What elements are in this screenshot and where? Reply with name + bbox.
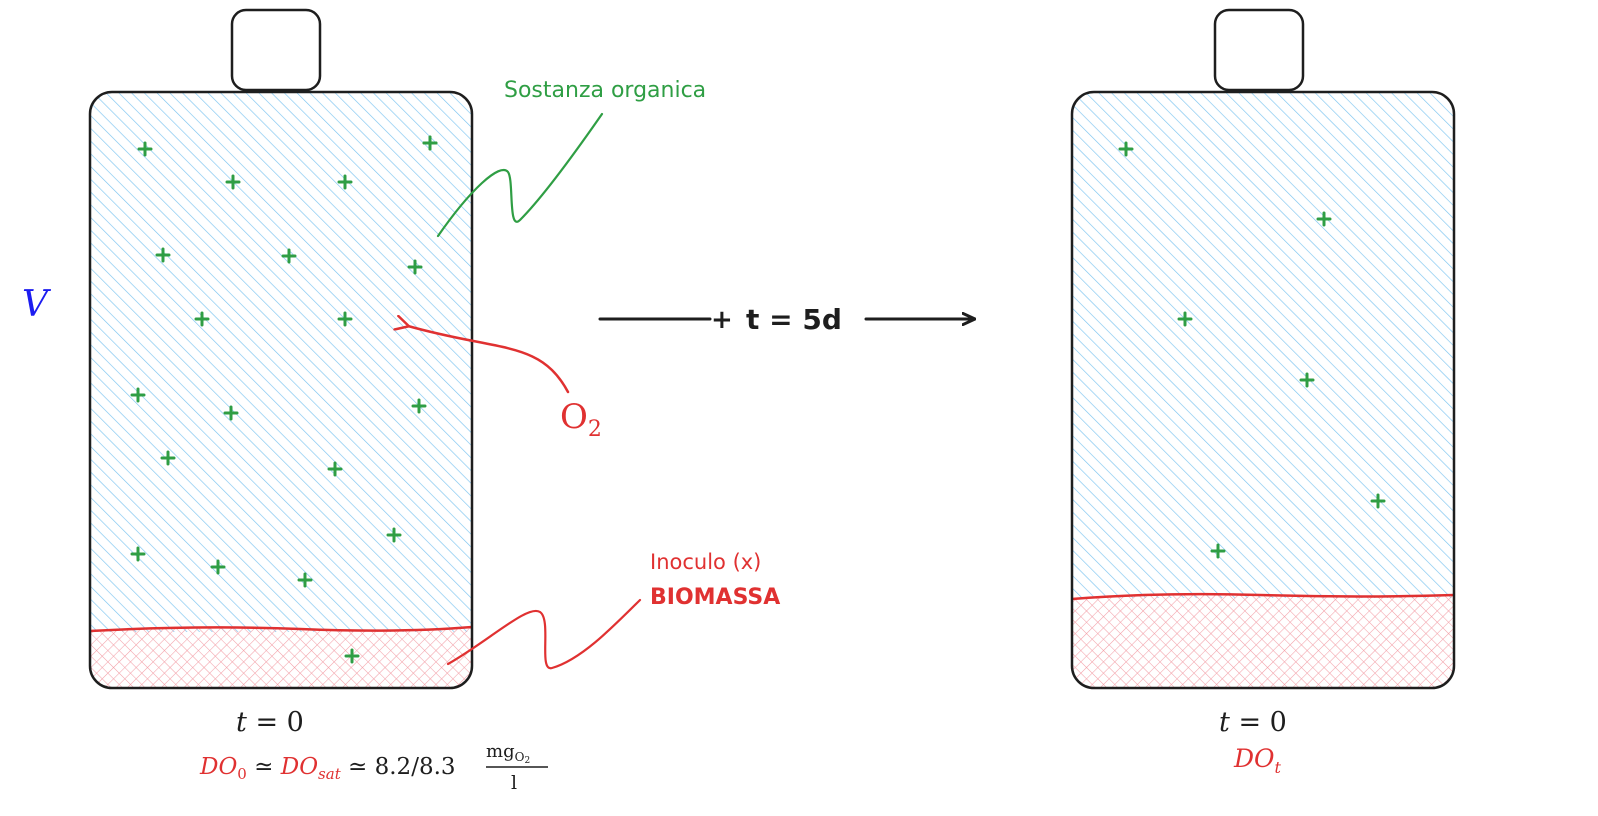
- oxygen-label: O2: [560, 397, 602, 442]
- biomass-layer: [1072, 594, 1454, 688]
- plus-icon: [160, 450, 176, 466]
- plus-icon: [194, 311, 210, 327]
- biomass-layer: [90, 628, 472, 688]
- time-arrow-label: t = 5d: [746, 303, 842, 336]
- do-final-label: DOt: [1233, 744, 1282, 777]
- plus-icon: [407, 259, 423, 275]
- plus-icon: [137, 141, 153, 157]
- biomass-boundary: [89, 625, 473, 633]
- plus-icon: [297, 572, 313, 588]
- plus-icon: [210, 559, 226, 575]
- volume-label: V: [22, 284, 52, 325]
- bottle-outline: [88, 90, 474, 690]
- organic-particles: [1118, 141, 1386, 559]
- do-initial-formula: DO0 ≃ DOsat ≃ 8.2/8.3: [199, 754, 456, 783]
- plus-icon: [386, 527, 402, 543]
- organic-particles: [130, 135, 438, 664]
- unit-denominator: l: [511, 772, 517, 794]
- left-time-label: t = 0: [236, 707, 304, 738]
- plus-icon: [1299, 372, 1315, 388]
- plus-icon: [337, 174, 353, 190]
- bottle-cap: [1213, 8, 1305, 92]
- plus-icon: [1210, 543, 1226, 559]
- plus-icon: [411, 398, 427, 414]
- biomass-boundary: [1071, 592, 1455, 601]
- unit-numerator: mgO2: [486, 741, 530, 766]
- oxygen-arrow: [408, 326, 570, 394]
- inoculum-label: Inoculo (x): [650, 550, 761, 574]
- plus-icon: [155, 247, 171, 263]
- biomass-label: BIOMASSA: [650, 585, 780, 610]
- plus-icon: [225, 174, 241, 190]
- plus-icon: [344, 648, 360, 664]
- right-bottle: [1070, 8, 1456, 690]
- plus-icon: [327, 461, 343, 477]
- time-arrow-plus: +: [711, 305, 733, 335]
- plus-icon: [223, 405, 239, 421]
- water-fill: [90, 92, 472, 632]
- squiggle-leader-icon: [446, 598, 642, 670]
- water-fill: [1072, 92, 1454, 598]
- squiggle-leader-icon: [436, 112, 604, 238]
- left-bottle: [88, 8, 474, 690]
- plus-icon: [1316, 211, 1332, 227]
- plus-icon: [337, 311, 353, 327]
- plus-icon: [1118, 141, 1134, 157]
- plus-icon: [1370, 493, 1386, 509]
- right-time-label: t = 0: [1219, 707, 1287, 738]
- organic-matter-label: Sostanza organica: [504, 78, 706, 103]
- time-arrow: + t = 5d: [598, 303, 974, 336]
- unit-fraction: mgO2 l: [486, 741, 548, 794]
- plus-icon: [130, 387, 146, 403]
- plus-icon: [422, 135, 438, 151]
- plus-icon: [130, 546, 146, 562]
- plus-icon: [1177, 311, 1193, 327]
- bottle-cap: [230, 8, 322, 92]
- bottle-outline: [1070, 90, 1456, 690]
- plus-icon: [281, 248, 297, 264]
